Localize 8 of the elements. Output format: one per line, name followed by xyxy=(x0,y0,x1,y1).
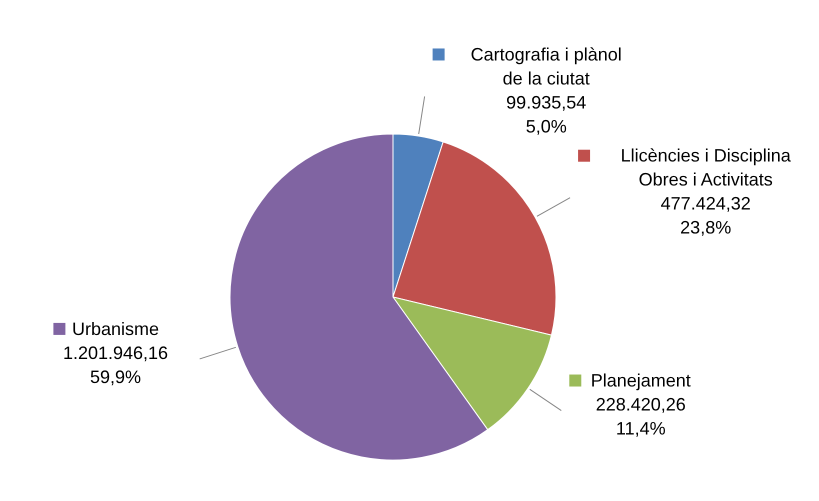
legend-label: Llicències i Disciplina Obres i Activitats xyxy=(620,146,792,190)
data-label: 228.420,26 11,4% xyxy=(596,394,686,439)
legend-label: Planejament xyxy=(590,370,691,391)
data-label: 477.424,32 23,8% xyxy=(660,194,751,238)
data-label: 1.201.946,16 59,9% xyxy=(62,342,168,387)
data-label: 99.935,54 5,0% xyxy=(506,92,586,136)
legend-label: Urbanisme xyxy=(72,318,160,339)
legend-label: Cartografia i plànol de la ciutat xyxy=(470,44,622,88)
